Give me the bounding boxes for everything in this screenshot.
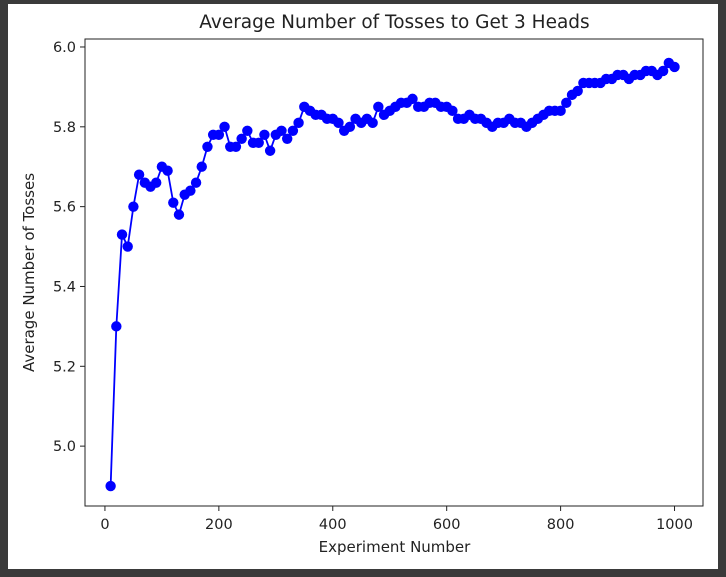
data-point bbox=[168, 197, 179, 208]
data-point bbox=[151, 177, 162, 188]
y-tick-label: 5.8 bbox=[53, 120, 76, 136]
y-axis-title: Average Number of Tosses bbox=[20, 173, 38, 372]
y-tick-label: 5.2 bbox=[53, 359, 76, 375]
line-chart: Average Number of Tosses to Get 3 Heads … bbox=[20, 12, 704, 556]
x-tick-label: 600 bbox=[433, 517, 461, 533]
x-tick-label: 0 bbox=[100, 517, 109, 533]
data-point bbox=[111, 321, 122, 332]
data-point bbox=[572, 85, 583, 97]
x-axis: 0 200 400 600 800 1000 bbox=[100, 506, 693, 533]
data-point bbox=[219, 121, 230, 133]
plot-area bbox=[84, 38, 704, 507]
data-point bbox=[133, 169, 145, 180]
data-point bbox=[213, 129, 225, 140]
data-point bbox=[105, 480, 116, 492]
y-tick-label: 5.4 bbox=[53, 279, 76, 295]
data-point bbox=[447, 105, 458, 117]
data-point bbox=[561, 97, 572, 109]
data-point bbox=[116, 229, 128, 240]
data-point bbox=[128, 201, 139, 212]
data-point bbox=[287, 125, 299, 136]
y-tick-label: 6.0 bbox=[53, 40, 76, 56]
data-point bbox=[253, 137, 264, 148]
series-points bbox=[105, 57, 680, 492]
data-point bbox=[122, 241, 133, 252]
y-tick-label: 5.0 bbox=[53, 439, 76, 455]
chart-title: Average Number of Tosses to Get 3 Heads bbox=[199, 12, 589, 33]
data-point bbox=[236, 133, 247, 144]
x-tick-label: 200 bbox=[205, 517, 233, 533]
data-point bbox=[555, 105, 566, 117]
data-point bbox=[293, 117, 304, 129]
x-tick-label: 800 bbox=[547, 517, 575, 533]
data-point bbox=[259, 129, 270, 140]
x-axis-title: Experiment Number bbox=[319, 538, 472, 556]
data-point bbox=[367, 117, 378, 129]
data-point bbox=[407, 93, 418, 105]
data-point bbox=[162, 165, 173, 176]
data-point bbox=[333, 117, 344, 129]
data-point bbox=[190, 177, 202, 188]
y-tick-label: 5.6 bbox=[53, 200, 76, 216]
x-tick-label: 400 bbox=[319, 517, 347, 533]
data-point bbox=[264, 145, 276, 156]
data-point bbox=[202, 141, 213, 152]
data-point bbox=[282, 133, 293, 144]
y-axis: 5.0 5.2 5.4 5.6 5.8 6.0 bbox=[53, 40, 85, 455]
data-point bbox=[230, 141, 242, 152]
data-point bbox=[185, 185, 196, 196]
data-point bbox=[657, 65, 669, 77]
data-point bbox=[173, 209, 185, 220]
data-point bbox=[373, 101, 384, 113]
chart-canvas: Average Number of Tosses to Get 3 Heads … bbox=[8, 4, 718, 569]
x-tick-label: 1000 bbox=[656, 517, 693, 533]
data-point bbox=[669, 61, 680, 73]
data-point bbox=[242, 125, 253, 136]
data-point bbox=[276, 125, 287, 136]
data-point bbox=[196, 161, 207, 172]
data-point bbox=[344, 121, 356, 133]
